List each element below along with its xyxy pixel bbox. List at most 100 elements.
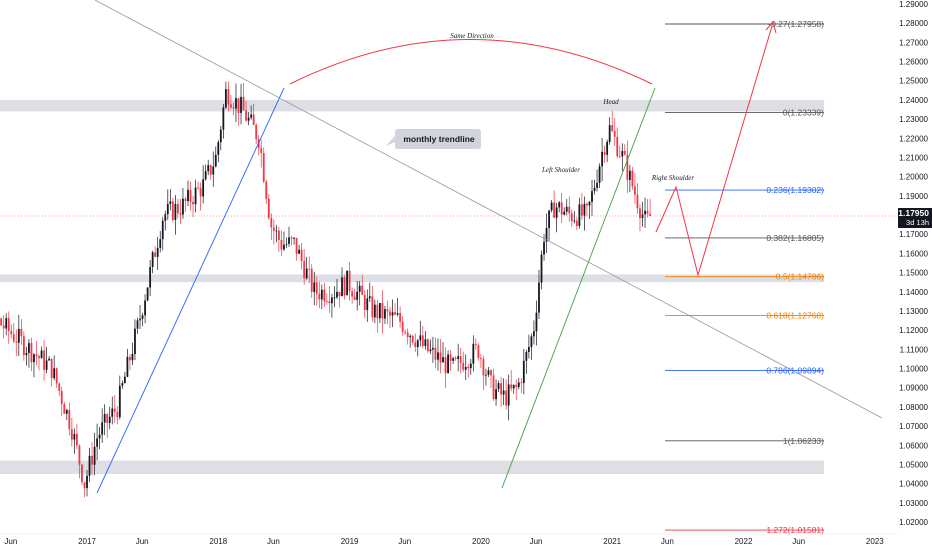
projected-path[interactable] (655, 25, 773, 277)
candle (91, 442, 93, 475)
candle (502, 378, 505, 406)
candle-body (555, 207, 558, 218)
candle-body (462, 362, 465, 370)
time-axis[interactable]: Jun 2017 Jun 2018 Jun 2019 Jun 2020 Jun 2021 Jun 20… (0, 533, 898, 546)
candle (25, 346, 28, 366)
candle (81, 463, 83, 486)
candle (199, 182, 202, 211)
candle-body (202, 179, 205, 197)
candle-body (65, 409, 68, 414)
candle (467, 363, 470, 378)
candle-body (174, 203, 177, 220)
candle (404, 329, 407, 335)
candle-body (272, 227, 275, 231)
time-tick-label: 2017 (78, 537, 96, 546)
candle (568, 196, 571, 222)
price-tick-label: 1.06000 (899, 441, 928, 450)
candle-body (161, 220, 164, 240)
descending-gray-trendline[interactable] (94, 0, 883, 419)
candle (267, 193, 270, 220)
price-axis[interactable]: 1.29000 1.28000 1.27000 1.26000 1.25000 1.240… (899, 0, 928, 527)
candle-body (98, 434, 101, 439)
candle (487, 366, 490, 378)
candle (171, 198, 174, 222)
candle (530, 333, 533, 360)
support-zone[interactable] (0, 460, 824, 475)
price-tick-label: 1.23000 (899, 115, 928, 124)
candle-body (0, 318, 3, 326)
time-tick-label: 2021 (603, 537, 621, 546)
candle-body (565, 206, 568, 212)
same-direction-arc[interactable] (289, 39, 653, 85)
candle-body (212, 166, 215, 175)
price-tick-label: 1.20000 (899, 173, 928, 182)
candle (240, 83, 242, 125)
time-tick-label: Jun (4, 537, 17, 546)
candle (338, 291, 341, 308)
candle-body (424, 339, 427, 346)
candle (452, 356, 455, 365)
resistance-zone[interactable] (0, 99, 824, 112)
candle-body (113, 408, 116, 412)
projection-layer (655, 20, 777, 277)
candle (447, 350, 449, 374)
candle (159, 230, 162, 253)
monthly-trendline-callout[interactable]: monthly trendline (386, 129, 481, 149)
candle (70, 417, 73, 447)
candle-body (285, 243, 288, 245)
candle-body (25, 352, 28, 356)
candle-body (222, 107, 225, 130)
candle (48, 356, 51, 361)
candle-body (159, 239, 162, 248)
candle (224, 81, 227, 109)
fibonacci-layer: -0.27(1.27958) 0(1.23339) 0.236(1.19302) 0.… (665, 19, 824, 535)
candle (449, 350, 452, 372)
candle (174, 194, 177, 235)
price-tick-label: 1.19000 (899, 192, 928, 201)
candle (621, 143, 624, 172)
fib-level-label: 0.382(1.16805) (766, 233, 824, 243)
candle (22, 331, 25, 361)
candle-body (399, 313, 401, 322)
candle (65, 408, 68, 420)
candle (308, 256, 311, 284)
candle (7, 311, 10, 344)
candle-body (199, 188, 202, 197)
candle-body (343, 277, 346, 296)
candle (426, 338, 429, 354)
candle-body (429, 349, 432, 352)
candle (76, 424, 78, 450)
candle (353, 288, 356, 301)
candle (527, 334, 530, 359)
candle-body (636, 194, 639, 209)
candle (131, 342, 134, 365)
price-tick-label: 1.02000 (899, 518, 928, 527)
candle-body (512, 384, 515, 389)
candle (573, 211, 576, 224)
candle-body (626, 154, 629, 180)
candle (325, 293, 328, 305)
candle (295, 237, 298, 261)
candle-body (515, 384, 518, 387)
candle-body (7, 318, 10, 331)
candle (293, 236, 295, 245)
candle-body (366, 298, 369, 311)
candle (454, 356, 457, 361)
candle (78, 444, 81, 479)
candle (182, 187, 184, 219)
candle (457, 343, 460, 372)
mid-zone[interactable] (0, 274, 824, 283)
candle-body (209, 165, 212, 175)
candle-body (530, 336, 533, 348)
candle-body (502, 390, 505, 395)
candle (217, 139, 220, 163)
candle-body (649, 213, 651, 216)
candle (608, 117, 611, 145)
candle-body (328, 301, 331, 304)
green-trendline[interactable] (501, 87, 656, 489)
candle (177, 198, 179, 218)
candle (272, 219, 275, 245)
candle-body (123, 376, 126, 384)
blue-trendline[interactable] (96, 87, 285, 494)
